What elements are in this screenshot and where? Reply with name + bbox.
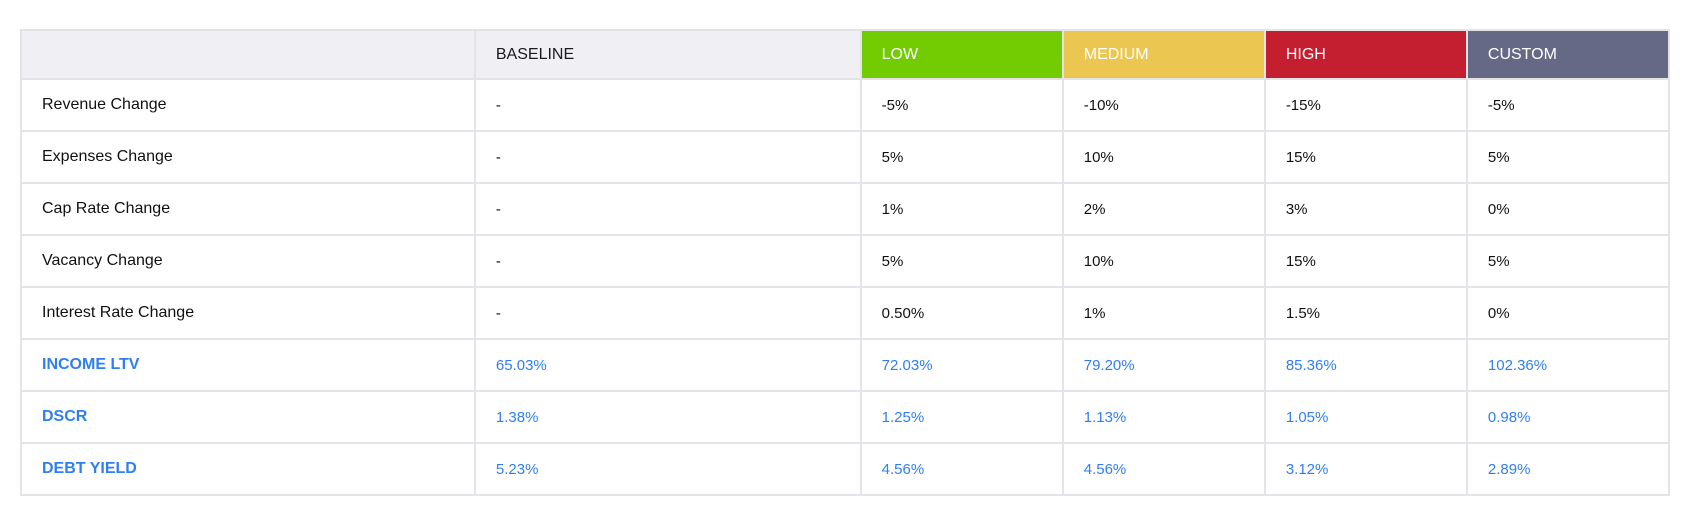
stress-test-table: BASELINE LOW MEDIUM HIGH CUSTOM Revenue …: [20, 29, 1671, 496]
cell-low: 1%: [859, 182, 1064, 236]
header-row: BASELINE LOW MEDIUM HIGH CUSTOM: [20, 29, 1671, 80]
cell-medium: 10%: [1061, 234, 1266, 288]
row-label: Vacancy Change: [20, 234, 476, 288]
table-row-revenue-change: Revenue Change - -5% -10% -15% -5%: [20, 78, 1671, 132]
cell-medium: 10%: [1061, 130, 1266, 184]
cell-custom: 0.98%: [1465, 390, 1671, 444]
cell-baseline: -: [473, 130, 862, 184]
header-custom: CUSTOM: [1465, 29, 1671, 80]
cell-low: 4.56%: [859, 442, 1064, 496]
cell-baseline: -: [473, 234, 862, 288]
table-row-income-ltv: INCOME LTV 65.03% 72.03% 79.20% 85.36% 1…: [20, 338, 1671, 392]
cell-custom[interactable]: 5%: [1465, 130, 1671, 184]
cell-high: -15%: [1263, 78, 1468, 132]
cell-high: 3.12%: [1263, 442, 1468, 496]
cell-baseline: -: [473, 182, 862, 236]
cell-custom[interactable]: 5%: [1465, 234, 1671, 288]
cell-low: 0.50%: [859, 286, 1064, 340]
table-row-debt-yield: DEBT YIELD 5.23% 4.56% 4.56% 3.12% 2.89%: [20, 442, 1671, 496]
header-medium: MEDIUM: [1061, 29, 1266, 80]
cell-high: 15%: [1263, 130, 1468, 184]
cell-low: 5%: [859, 130, 1064, 184]
cell-high: 15%: [1263, 234, 1468, 288]
metric-label: DEBT YIELD: [20, 442, 476, 496]
cell-low: -5%: [859, 78, 1064, 132]
cell-medium: 2%: [1061, 182, 1266, 236]
row-label: Revenue Change: [20, 78, 476, 132]
cell-baseline: 65.03%: [473, 338, 862, 392]
header-high: HIGH: [1263, 29, 1468, 80]
cell-custom[interactable]: 0%: [1465, 286, 1671, 340]
stress-test-table-container: BASELINE LOW MEDIUM HIGH CUSTOM Revenue …: [20, 29, 1671, 496]
cell-custom: 2.89%: [1465, 442, 1671, 496]
cell-custom[interactable]: -5%: [1465, 78, 1671, 132]
cell-medium: 4.56%: [1061, 442, 1266, 496]
cell-medium: -10%: [1061, 78, 1266, 132]
cell-medium: 1.13%: [1061, 390, 1266, 444]
row-label: Interest Rate Change: [20, 286, 476, 340]
cell-low: 72.03%: [859, 338, 1064, 392]
cell-medium: 79.20%: [1061, 338, 1266, 392]
cell-high: 1.05%: [1263, 390, 1468, 444]
cell-high: 3%: [1263, 182, 1468, 236]
table-row-cap-rate-change: Cap Rate Change - 1% 2% 3% 0%: [20, 182, 1671, 236]
cell-low: 1.25%: [859, 390, 1064, 444]
cell-high: 85.36%: [1263, 338, 1468, 392]
cell-baseline: 5.23%: [473, 442, 862, 496]
table-row-interest-rate-change: Interest Rate Change - 0.50% 1% 1.5% 0%: [20, 286, 1671, 340]
cell-baseline: 1.38%: [473, 390, 862, 444]
header-baseline: BASELINE: [473, 29, 862, 80]
metric-label: DSCR: [20, 390, 476, 444]
cell-baseline: -: [473, 78, 862, 132]
table-row-expenses-change: Expenses Change - 5% 10% 15% 5%: [20, 130, 1671, 184]
header-blank: [20, 29, 476, 80]
cell-high: 1.5%: [1263, 286, 1468, 340]
cell-low: 5%: [859, 234, 1064, 288]
table-row-vacancy-change: Vacancy Change - 5% 10% 15% 5%: [20, 234, 1671, 288]
cell-baseline: -: [473, 286, 862, 340]
row-label: Cap Rate Change: [20, 182, 476, 236]
header-low: LOW: [859, 29, 1064, 80]
cell-custom[interactable]: 0%: [1465, 182, 1671, 236]
metric-label: INCOME LTV: [20, 338, 476, 392]
cell-custom: 102.36%: [1465, 338, 1671, 392]
row-label: Expenses Change: [20, 130, 476, 184]
cell-medium: 1%: [1061, 286, 1266, 340]
table-row-dscr: DSCR 1.38% 1.25% 1.13% 1.05% 0.98%: [20, 390, 1671, 444]
